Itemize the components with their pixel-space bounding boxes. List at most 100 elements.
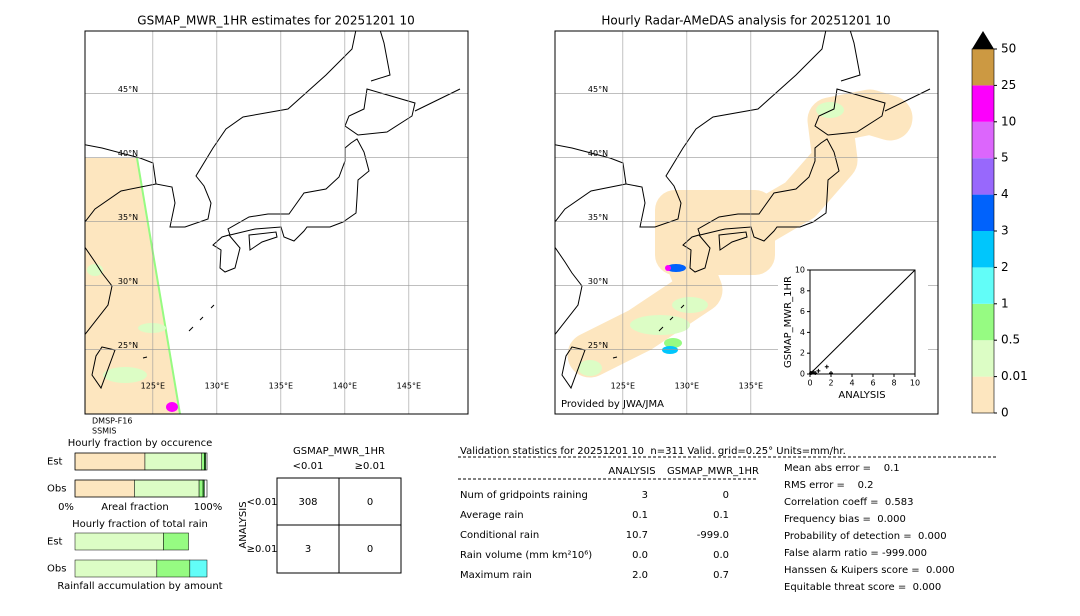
rain-area	[578, 360, 602, 376]
row-label: Obs	[47, 564, 66, 575]
bar-segment	[74, 559, 158, 578]
score: Probability of detection = 0.000	[784, 531, 947, 542]
bar-segment	[201, 452, 205, 471]
stat-value: 2.0	[632, 570, 648, 581]
bar-segment	[74, 452, 146, 471]
lat-label: 30°N	[588, 277, 608, 286]
rain-area	[138, 323, 166, 333]
rain-area	[655, 190, 775, 275]
rain-area	[630, 315, 690, 335]
row-label: Est	[47, 457, 63, 468]
left-map-title: GSMAP_MWR_1HR estimates for 20251201 10	[137, 14, 414, 28]
stats-table: Num of gridpoints raining 3 0 Average rain 0…	[460, 463, 955, 593]
rain-area	[103, 367, 147, 383]
score: Hanssen & Kuipers score = 0.000	[784, 565, 955, 576]
colorbar-label: 2	[1001, 260, 1009, 274]
y-tick-label: 6	[800, 307, 805, 316]
panel-title: Hourly fraction by occurence	[68, 438, 212, 449]
y-tick-label: 0	[800, 370, 805, 379]
score: RMS error = 0.2	[784, 480, 874, 491]
left-grid: 45°N 40°N 35°N 30°N 25°N 125°E 130°E 135°E 140°E…	[85, 31, 468, 414]
column-label: ANALYSIS	[608, 466, 655, 477]
stat-label: Num of gridpoints raining	[460, 490, 588, 501]
bar-segment	[144, 452, 202, 471]
lon-label: 130°E	[205, 382, 229, 391]
colorbar-label: 5	[1001, 151, 1009, 165]
bar-segment	[74, 479, 135, 498]
bar-segment	[134, 479, 200, 498]
x-tick-label: 10	[910, 379, 920, 388]
y-tick-label: 2	[800, 349, 805, 358]
lat-label: 35°N	[588, 213, 608, 222]
colorbar-label: 0.5	[1001, 333, 1020, 347]
axis-label: Rainfall accumulation by amount	[57, 581, 222, 592]
row-label: <0.01	[247, 497, 278, 508]
stat-value: 0	[723, 490, 729, 501]
colorbar-segment	[972, 340, 994, 377]
colorbar-label: 10	[1001, 114, 1016, 128]
y-tick-label: 10	[795, 266, 805, 275]
stat-label: Maximum rain	[460, 570, 532, 581]
stat-value: 0.0	[632, 550, 648, 561]
stat-value: 0.1	[713, 510, 729, 521]
bar-segment	[74, 532, 164, 551]
stat-value: 3	[642, 490, 648, 501]
colorbar-label: 0.01	[1001, 369, 1028, 383]
right-map-title: Hourly Radar-AMeDAS analysis for 2025120…	[601, 14, 890, 28]
y-axis-label: GSMAP_MWR_1HR	[783, 276, 794, 368]
table-cell: 3	[305, 544, 311, 555]
right-rain	[555, 31, 931, 389]
colorbar-segment	[972, 121, 994, 159]
colorbar-segment	[972, 231, 994, 268]
x-tick-label: 2	[828, 379, 833, 388]
colorbar-label: 1	[1001, 296, 1009, 310]
credit: Provided by JWA/JMA	[561, 399, 664, 410]
scatter-inset: 0 2 4 6 8 10 0 2 4 6 8 10	[795, 266, 920, 388]
point	[829, 370, 833, 375]
lat-label: 25°N	[588, 341, 608, 350]
row-label: Est	[47, 537, 63, 548]
colorbar: 0 0.01 0.5 1 2 3 4 5 10 25 50	[971, 31, 1028, 420]
bar-segment	[198, 479, 204, 498]
bar-frame	[74, 479, 208, 498]
lat-label: 30°N	[118, 277, 138, 286]
stat-value: 0.7	[713, 570, 729, 581]
lon-label: 135°E	[269, 382, 293, 391]
left-map-frame	[84, 30, 469, 415]
stat-label: Rain volume (mm km²10⁶)	[460, 550, 592, 561]
score: Mean abs error = 0.1	[784, 463, 900, 474]
rain-area	[665, 265, 671, 271]
rain-area	[666, 264, 686, 272]
stat-value: -999.0	[697, 530, 729, 541]
colorbar-label: 0	[1001, 406, 1009, 420]
score: False alarm ratio = -999.000	[784, 548, 927, 559]
score: Frequency bias = 0.000	[784, 514, 906, 525]
stat-label: Average rain	[460, 510, 524, 521]
x-axis-label: ANALYSIS	[838, 390, 885, 401]
colorbar-segment	[972, 267, 994, 304]
point	[824, 364, 829, 369]
stat-value: 0.0	[713, 550, 729, 561]
lon-label: 125°E	[611, 382, 635, 391]
bar-segment	[204, 452, 206, 471]
row-label: Obs	[47, 484, 66, 495]
satellite-label: SSMIS	[92, 427, 117, 436]
lat-label: 40°N	[118, 149, 138, 158]
colorbar-segment	[972, 158, 994, 195]
diagonal	[809, 269, 916, 375]
point	[813, 370, 818, 375]
table-cell: 0	[367, 544, 373, 555]
rain-area	[672, 297, 708, 313]
axis-min: 0%	[58, 502, 74, 513]
colorbar-label: 4	[1001, 187, 1009, 201]
lat-label: 45°N	[118, 85, 138, 94]
right-grid: 45°N 40°N 35°N 30°N 25°N 125°E 130°E 135°E	[555, 31, 938, 414]
table-cell: 0	[367, 497, 373, 508]
lat-label: 25°N	[118, 341, 138, 350]
satellite-label: DMSP-F16	[92, 417, 132, 426]
score: Equitable threat score = 0.000	[784, 582, 941, 593]
rain-area	[567, 242, 723, 378]
lat-label: 35°N	[118, 213, 138, 222]
